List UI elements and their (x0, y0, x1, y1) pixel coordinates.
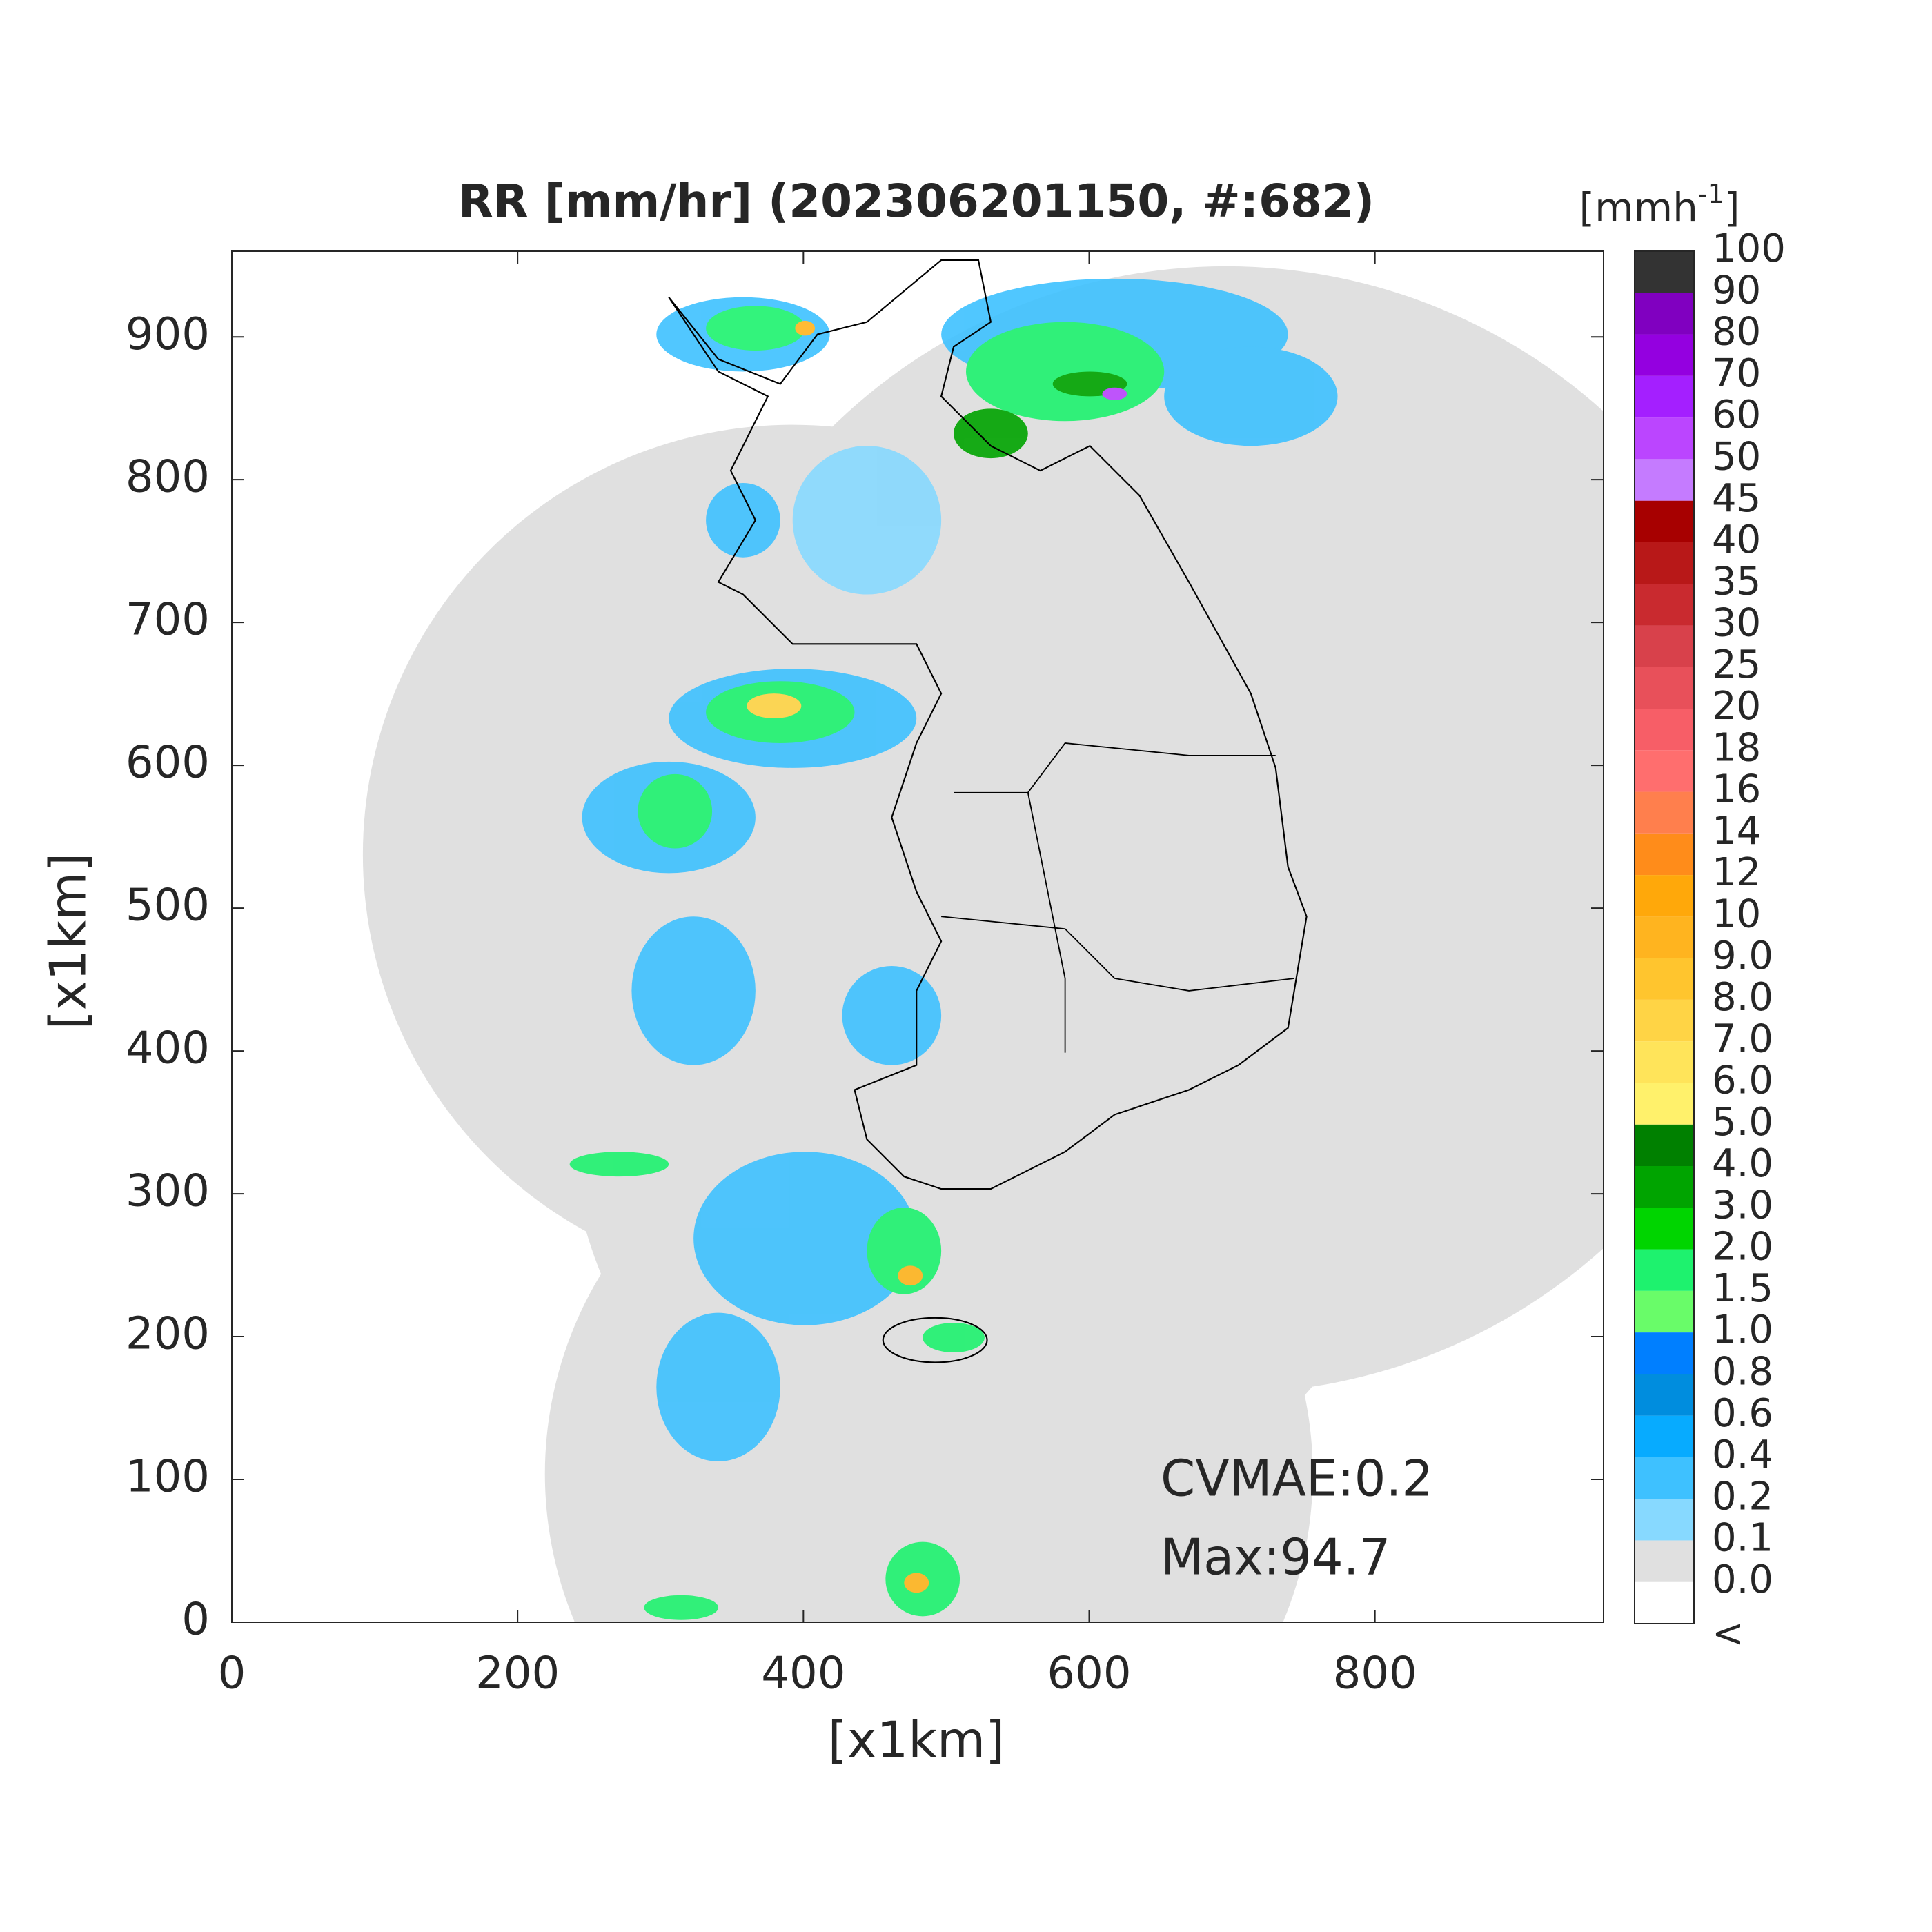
map-area (362, 259, 1604, 1622)
colorbar-segment (1635, 1124, 1694, 1166)
colorbar-segment (1635, 1249, 1694, 1291)
colorbar-segment (1635, 334, 1694, 376)
colorbar-label: 4.0 (1712, 1141, 1773, 1186)
colorbar-segment (1635, 542, 1694, 584)
colorbar-segment (1635, 667, 1694, 709)
colorbar-segment (1635, 625, 1694, 667)
colorbar-segment (1635, 500, 1694, 542)
colorbar-segment (1635, 1540, 1694, 1582)
colorbar-label: 35 (1712, 559, 1761, 604)
colorbar-label: 14 (1712, 809, 1761, 854)
colorbar-label: 0.6 (1712, 1391, 1773, 1436)
y-tick-label: 200 (126, 1309, 210, 1360)
colorbar-label: 3.0 (1712, 1183, 1773, 1228)
radar-field (362, 259, 1604, 1622)
colorbar-label: 2.0 (1712, 1225, 1773, 1270)
colorbar-segment (1635, 293, 1694, 335)
colorbar-label: 45 (1712, 476, 1761, 521)
colorbar-label: 60 (1712, 393, 1761, 437)
colorbar-label: 6.0 (1712, 1058, 1773, 1103)
y-tick-label: 900 (126, 309, 210, 360)
unit-exponent: -1 (1698, 179, 1724, 209)
colorbar-label: 25 (1712, 642, 1761, 687)
colorbar-segment (1635, 584, 1694, 626)
colorbar-label: 8.0 (1712, 975, 1773, 1020)
colorbar-segment (1635, 1083, 1694, 1125)
colorbar-label: 1.5 (1712, 1266, 1773, 1311)
colorbar-label: 20 (1712, 684, 1761, 729)
colorbar-segment (1635, 875, 1694, 917)
colorbar-label: 40 (1712, 518, 1761, 562)
colorbar-frame (1634, 250, 1695, 1624)
y-tick-label: 400 (126, 1023, 210, 1074)
colorbar-label: 70 (1712, 351, 1761, 396)
y-tick-label: 700 (126, 595, 210, 646)
island-outline (882, 1317, 988, 1363)
annotation: CVMAE:0.2 (1161, 1450, 1433, 1508)
colorbar-label: 16 (1712, 767, 1761, 812)
colorbar-segment (1635, 833, 1694, 876)
unit-base: [mmh (1579, 184, 1698, 231)
colorbar-segment (1635, 375, 1694, 418)
colorbar-segment (1635, 1581, 1694, 1624)
x-tick-label: 0 (218, 1648, 246, 1699)
colorbar-unit: [mmh-1] (1579, 179, 1740, 232)
unit-close: ] (1724, 184, 1740, 231)
x-tick-label: 600 (1047, 1648, 1131, 1699)
colorbar-segment (1635, 1332, 1694, 1374)
colorbar-segment (1635, 1208, 1694, 1250)
colorbar-label: 0.8 (1712, 1350, 1773, 1394)
colorbar-segment (1635, 1041, 1694, 1083)
chart-title: RR [mm/hr] (202306201150, #:682) (458, 175, 1374, 228)
colorbar-segment (1635, 791, 1694, 834)
colorbar-segment (1635, 1499, 1694, 1541)
colorbar-label: 90 (1712, 268, 1761, 313)
y-axis-label: [x1km] (39, 853, 97, 1029)
colorbar-label: 18 (1712, 725, 1761, 770)
colorbar-segment (1635, 417, 1694, 460)
colorbar-segment (1635, 750, 1694, 792)
colorbar-label: 5.0 (1712, 1100, 1773, 1145)
coastline (668, 259, 1308, 1190)
colorbar-label: 0.0 (1712, 1557, 1773, 1602)
y-tick-label: 100 (126, 1452, 210, 1503)
colorbar-label: 9.0 (1712, 934, 1773, 978)
province-border (941, 742, 1294, 1053)
colorbar-label: 1.0 (1712, 1308, 1773, 1352)
colorbar-label: 80 (1712, 310, 1761, 355)
colorbar-segment (1635, 1290, 1694, 1333)
colorbar-label: < (1712, 1611, 1744, 1656)
x-tick-label: 800 (1333, 1648, 1417, 1699)
colorbar-segment (1635, 958, 1694, 1000)
colorbar-label: 10 (1712, 892, 1761, 937)
colorbar-label: 0.2 (1712, 1474, 1773, 1519)
y-tick-label: 600 (126, 738, 210, 789)
colorbar-segment (1635, 709, 1694, 751)
y-tick-label: 500 (126, 880, 210, 931)
y-tick-label: 800 (126, 452, 210, 503)
x-axis-label: [x1km] (828, 1711, 1005, 1769)
x-tick-label: 400 (761, 1648, 845, 1699)
colorbar-segment (1635, 1457, 1694, 1499)
colorbar-label: 12 (1712, 850, 1761, 895)
colorbar-segment (1635, 251, 1694, 293)
x-tick-label: 200 (475, 1648, 560, 1699)
colorbar-label: 50 (1712, 435, 1761, 480)
colorbar-segment (1635, 1415, 1694, 1457)
annotation: Max:94.7 (1161, 1528, 1390, 1586)
colorbar-segment (1635, 999, 1694, 1042)
axes-box (231, 250, 1604, 1623)
colorbar-label: 7.0 (1712, 1016, 1773, 1061)
y-tick-label: 300 (126, 1166, 210, 1217)
colorbar-segment (1635, 1166, 1694, 1208)
colorbar-label: 100 (1712, 226, 1786, 271)
colorbar-label: 30 (1712, 601, 1761, 646)
colorbar-segment (1635, 1374, 1694, 1416)
y-tick-label: 0 (181, 1595, 210, 1646)
colorbar-segment (1635, 916, 1694, 958)
colorbar-segment (1635, 459, 1694, 501)
colorbar-label: 0.4 (1712, 1432, 1773, 1477)
colorbar-label: 0.1 (1712, 1516, 1773, 1561)
